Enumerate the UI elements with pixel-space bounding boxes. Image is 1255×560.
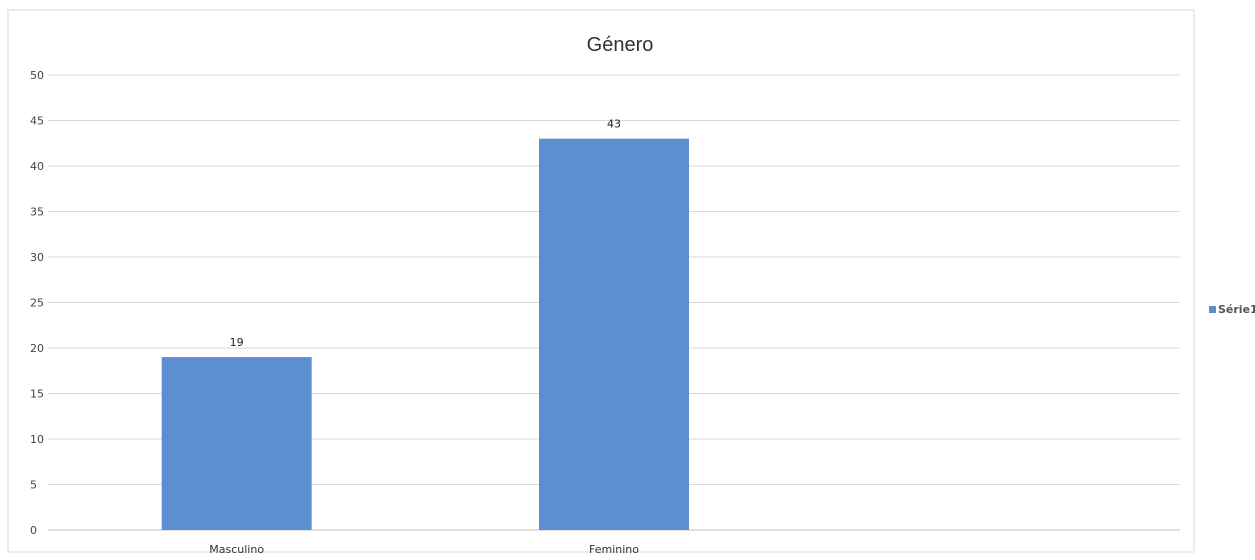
category-labels: Masculino Feminino — [209, 543, 639, 556]
y-tick-label: 15 — [30, 388, 44, 401]
data-label-masculino: 19 — [230, 336, 244, 349]
data-label-feminino: 43 — [607, 118, 621, 131]
y-tick-label: 50 — [30, 69, 44, 82]
bar-masculino — [161, 357, 312, 530]
category-label-feminino: Feminino — [589, 543, 639, 556]
y-tick-label: 0 — [30, 524, 37, 537]
y-axis-tick-labels: 0 5 10 15 20 25 30 35 40 45 50 — [30, 69, 44, 537]
y-tick-label: 30 — [30, 251, 44, 264]
bar-feminino — [539, 138, 689, 530]
chart-border — [7, 9, 1195, 553]
category-label-masculino: Masculino — [209, 543, 264, 556]
y-tick-label: 40 — [30, 160, 44, 173]
y-tick-label: 5 — [30, 479, 37, 492]
bars — [161, 138, 689, 530]
legend: Série1 — [1209, 303, 1255, 316]
y-tick-label: 20 — [30, 342, 44, 355]
y-tick-label: 35 — [30, 206, 44, 219]
y-tick-label: 25 — [30, 297, 44, 310]
legend-swatch — [1209, 306, 1216, 313]
legend-entry-serie1: Série1 — [1218, 303, 1255, 316]
y-tick-label: 45 — [30, 115, 44, 128]
y-tick-label: 10 — [30, 433, 44, 446]
chart-title: Género — [587, 34, 654, 56]
